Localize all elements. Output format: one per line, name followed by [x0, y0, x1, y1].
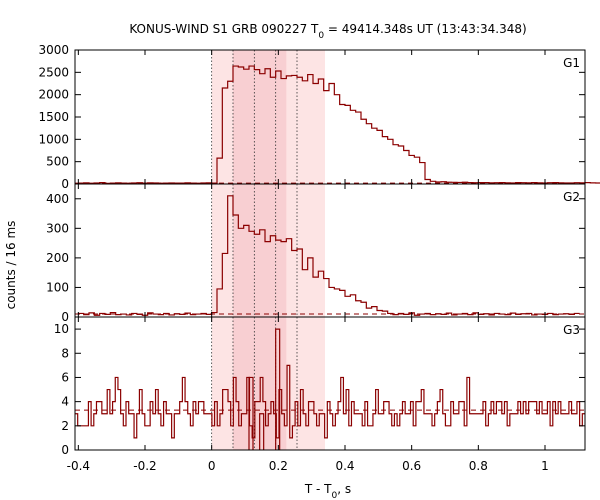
x-tick-label: -0.4 — [67, 459, 90, 473]
x-tick-label: -0.2 — [133, 459, 156, 473]
histogram-series-g2 — [78, 195, 580, 316]
shaded-interval-dark — [233, 184, 287, 317]
y-tick-label: 3000 — [38, 43, 69, 57]
histogram-spike — [275, 328, 281, 450]
panel-g2: 0 100 200 300 400 G2 — [46, 183, 586, 324]
chart-title: KONUS-WIND S1 GRB 090227 T0 = 49414.348s… — [129, 22, 526, 41]
histogram-series-g3 — [75, 364, 585, 439]
y-tick-label: 1500 — [38, 110, 69, 124]
histogram-spike — [259, 413, 265, 450]
panel-label: G1 — [563, 56, 580, 70]
x-tick-label: 0.8 — [469, 459, 488, 473]
y-tick-label: 0 — [61, 177, 69, 191]
y-tick-label: 8 — [61, 346, 69, 360]
panel-label: G2 — [563, 190, 580, 204]
panel-frame — [74, 183, 586, 318]
y-tick-label: 0 — [61, 310, 69, 324]
histogram-series-g1 — [78, 65, 600, 184]
x-tick-label: 0.6 — [402, 459, 421, 473]
x-tick-label: 0.4 — [335, 459, 354, 473]
y-axis-label: counts / 16 ms — [4, 221, 18, 310]
y-tick-label: 100 — [46, 280, 69, 294]
y-tick-label: 2 — [61, 419, 69, 433]
y-tick-label: 10 — [54, 322, 69, 336]
x-tick-label: 0 — [208, 459, 216, 473]
panel-label: G3 — [563, 323, 580, 337]
x-tick-label: 0.2 — [269, 459, 288, 473]
x-axis-label: T - T0, s — [304, 482, 351, 500]
y-tick-label: 400 — [46, 192, 69, 206]
histogram-spike — [248, 376, 254, 450]
y-tick-label: 2000 — [38, 88, 69, 102]
y-tick-label: 200 — [46, 251, 69, 265]
y-tick-label: 4 — [61, 395, 69, 409]
y-tick-label: 1000 — [38, 132, 69, 146]
y-tick-label: 2500 — [38, 65, 69, 79]
y-tick-label: 300 — [46, 221, 69, 235]
y-tick-label: 0 — [61, 443, 69, 457]
panel-g3: 0 2 4 6 8 10 G3 — [54, 316, 586, 457]
panel-frame — [74, 316, 586, 451]
y-tick-label: 500 — [46, 155, 69, 169]
panel-g1: 0 500 1000 1500 2000 2500 3000 G1 — [38, 43, 600, 191]
x-tick-label: 1 — [541, 459, 549, 473]
y-tick-label: 6 — [61, 370, 69, 384]
panel-frame — [74, 49, 586, 185]
